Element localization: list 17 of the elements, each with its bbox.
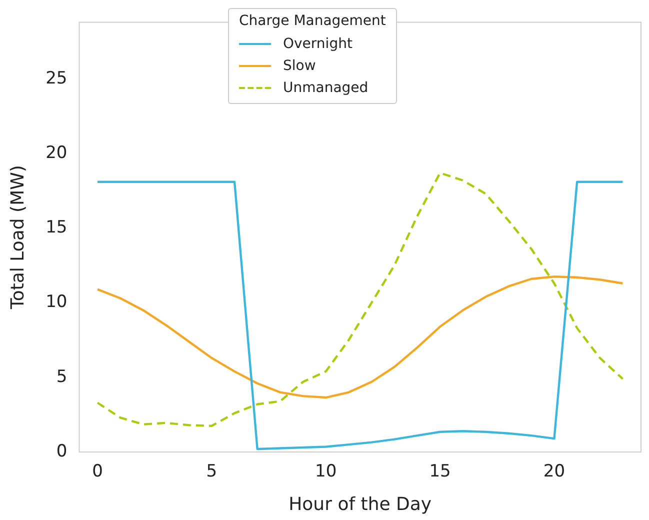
y-tick-label: 20 <box>46 142 68 163</box>
legend-title: Charge Management <box>239 13 386 29</box>
x-tick-label: 5 <box>206 462 218 482</box>
y-tick-label: 15 <box>46 218 68 238</box>
y-tick-label: 5 <box>56 366 68 387</box>
x-tick-label: 20 <box>543 462 566 482</box>
x-tick-label: 10 <box>315 462 337 482</box>
x-axis-title: Hour of the Day <box>288 494 432 515</box>
y-tick-label: 0 <box>56 441 68 462</box>
legend-label: Unmanaged <box>283 80 368 96</box>
y-tick-label: 10 <box>46 292 68 312</box>
y-tick-label: 25 <box>46 68 68 88</box>
legend-label: Slow <box>283 58 316 74</box>
legend-label: Overnight <box>283 36 352 52</box>
x-tick-label: 0 <box>92 462 103 482</box>
y-axis-title: Total Load (MW) <box>7 165 28 310</box>
x-tick-label: 15 <box>429 462 451 482</box>
